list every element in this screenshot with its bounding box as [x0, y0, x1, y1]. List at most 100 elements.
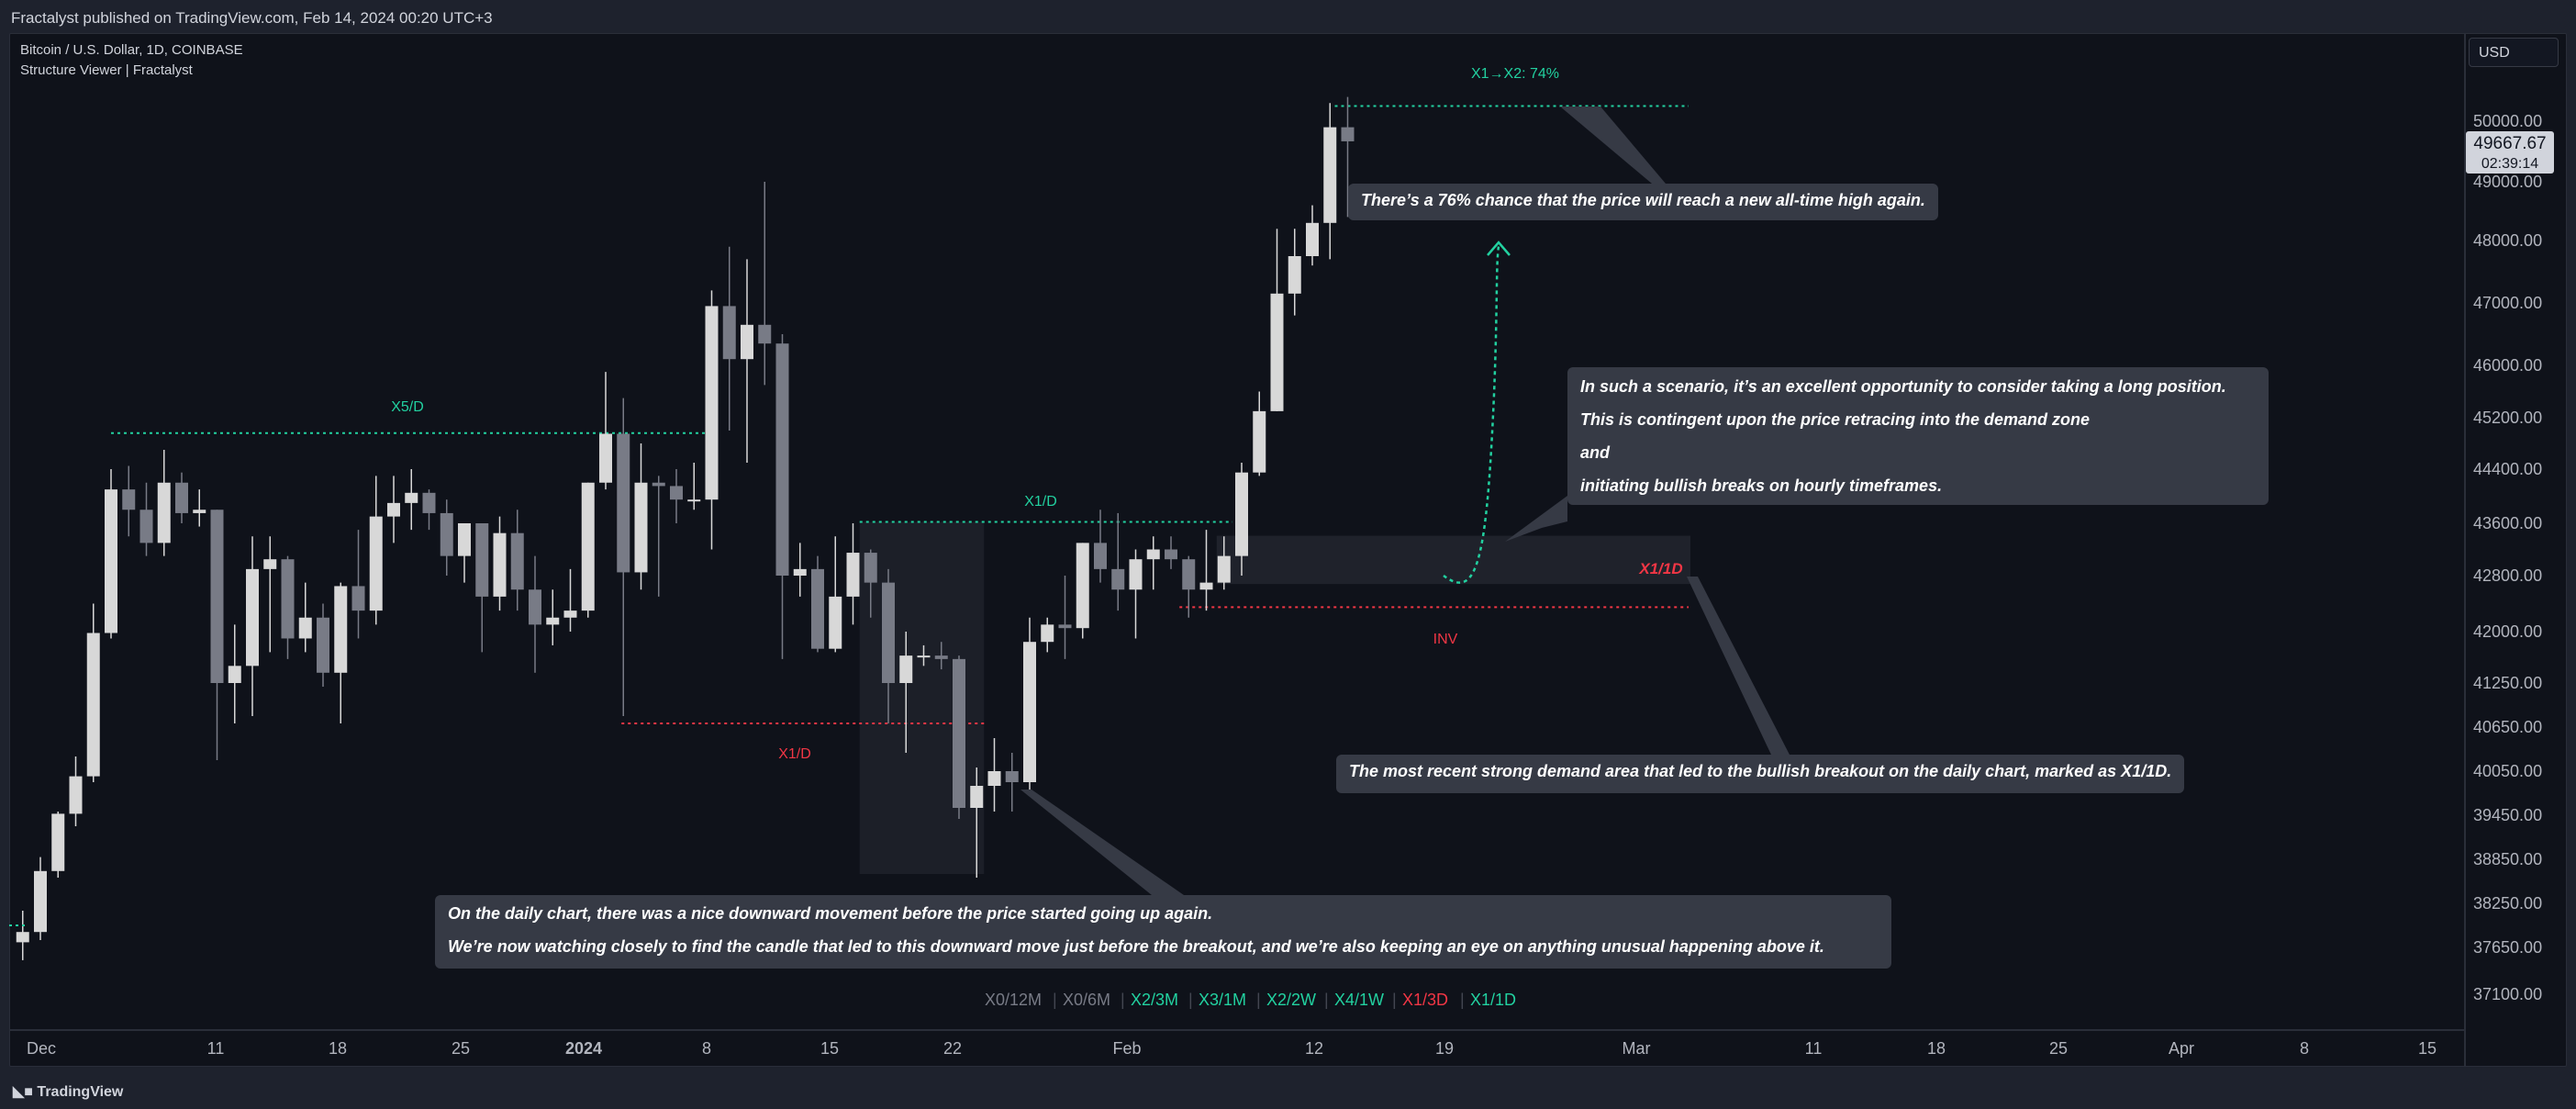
candle[interactable] — [387, 476, 400, 543]
candle[interactable] — [687, 463, 701, 510]
candle[interactable] — [546, 589, 560, 645]
candle[interactable] — [1235, 463, 1248, 576]
candle[interactable] — [475, 523, 489, 653]
candle[interactable] — [617, 398, 630, 716]
candle[interactable] — [105, 469, 117, 639]
candle[interactable] — [228, 624, 241, 723]
candle[interactable] — [899, 632, 913, 753]
note-demand[interactable]: The most recent strong demand area that … — [1336, 755, 2185, 793]
candle[interactable] — [741, 259, 753, 463]
candle[interactable] — [793, 543, 807, 597]
candle[interactable] — [34, 857, 47, 940]
note-ath[interactable]: There’s a 76% chance that the price will… — [1348, 184, 1938, 220]
candle[interactable] — [1111, 512, 1125, 611]
timeframe-x1-1d[interactable]: X1/1D — [1470, 991, 1517, 1009]
candle[interactable] — [157, 450, 171, 556]
time-tick-label: Dec — [27, 1039, 56, 1058]
candle[interactable] — [317, 603, 329, 688]
candle[interactable] — [1094, 510, 1107, 583]
candle[interactable] — [829, 536, 842, 653]
candle[interactable] — [1323, 103, 1337, 260]
candle[interactable] — [1041, 617, 1054, 653]
candle[interactable] — [970, 767, 984, 878]
candle[interactable] — [139, 482, 153, 556]
candle[interactable] — [122, 465, 136, 537]
candle[interactable] — [334, 582, 348, 723]
candle[interactable] — [298, 582, 312, 653]
note-scenario[interactable]: In such a scenario, it’s an excellent op… — [1567, 367, 2269, 505]
candle[interactable] — [369, 476, 383, 625]
demand-zone-x1-1d[interactable] — [1216, 535, 1690, 585]
candle[interactable] — [510, 510, 524, 611]
candle[interactable] — [652, 476, 665, 597]
candle[interactable] — [246, 536, 259, 716]
candle[interactable] — [422, 489, 436, 531]
time-tick-label: 18 — [1927, 1039, 1946, 1058]
candle[interactable] — [987, 738, 1001, 812]
tradingview-logo[interactable]: ◣■ TradingView — [13, 1082, 123, 1101]
candle[interactable] — [351, 530, 365, 639]
candle[interactable] — [193, 489, 206, 527]
candle[interactable] — [1023, 617, 1036, 790]
candle[interactable] — [1199, 530, 1213, 611]
candle[interactable] — [953, 655, 965, 819]
candle[interactable] — [775, 334, 789, 659]
candle[interactable] — [405, 469, 418, 531]
timeframe-x1-3d[interactable]: X1/3D — [1402, 991, 1449, 1009]
candle[interactable] — [1253, 391, 1266, 476]
candle[interactable] — [1217, 536, 1231, 590]
price-tick-label: 39450.00 — [2473, 806, 2542, 824]
candle[interactable] — [210, 510, 224, 760]
candle[interactable] — [1005, 753, 1019, 812]
candle[interactable] — [634, 443, 648, 590]
candle[interactable] — [263, 536, 277, 653]
candle[interactable] — [811, 555, 824, 653]
candle[interactable] — [599, 372, 612, 490]
candle[interactable] — [722, 246, 736, 431]
price-tick-label: 37650.00 — [2473, 938, 2542, 957]
currency-button[interactable]: USD — [2469, 38, 2559, 67]
candle[interactable] — [440, 499, 453, 576]
timeframe-x2-2w[interactable]: X2/2W — [1266, 991, 1317, 1009]
candle[interactable] — [1306, 205, 1319, 266]
candle[interactable] — [1288, 229, 1301, 316]
candle[interactable] — [1341, 96, 1355, 218]
candle[interactable] — [175, 472, 188, 523]
candle[interactable] — [281, 555, 295, 659]
candle[interactable] — [917, 644, 931, 667]
candle[interactable] — [51, 812, 65, 878]
symbol-legend[interactable]: Bitcoin / U.S. Dollar, 1D, COINBASE — [20, 42, 243, 58]
candle[interactable] — [882, 568, 895, 723]
price-tick-label: 40650.00 — [2473, 718, 2542, 736]
candle[interactable] — [529, 555, 541, 673]
candle[interactable] — [1146, 536, 1160, 590]
note-daily[interactable]: On the daily chart, there was a nice dow… — [435, 895, 1891, 969]
candle[interactable] — [493, 516, 507, 611]
candle[interactable] — [86, 603, 100, 783]
timeframe-x4-1w[interactable]: X4/1W — [1334, 991, 1385, 1009]
timeframe-x0-6m[interactable]: X0/6M — [1063, 991, 1111, 1009]
candle[interactable] — [458, 523, 471, 583]
candle[interactable] — [846, 523, 860, 625]
candle[interactable] — [581, 482, 595, 618]
candle[interactable] — [1129, 549, 1143, 639]
timeframe-x2-3m[interactable]: X2/3M — [1131, 991, 1179, 1009]
timeframe-x3-1m[interactable]: X3/1M — [1199, 991, 1247, 1009]
candle[interactable] — [1076, 543, 1089, 639]
timeframe-x0-12m[interactable]: X0/12M — [985, 991, 1043, 1009]
candle[interactable] — [934, 642, 948, 670]
indicator-legend[interactable]: Structure Viewer | Fractalyst — [20, 62, 193, 78]
candle[interactable] — [670, 469, 683, 523]
candle[interactable] — [1165, 536, 1177, 569]
candle[interactable] — [69, 756, 83, 826]
candle[interactable] — [563, 568, 577, 632]
candle[interactable] — [864, 549, 877, 618]
candle[interactable] — [758, 182, 772, 386]
candle[interactable] — [705, 290, 719, 550]
candle[interactable] — [16, 911, 29, 960]
candle[interactable] — [1270, 229, 1284, 411]
candle[interactable] — [1182, 555, 1196, 618]
candle[interactable] — [1058, 576, 1072, 659]
time-tick-label: 11 — [207, 1039, 225, 1058]
